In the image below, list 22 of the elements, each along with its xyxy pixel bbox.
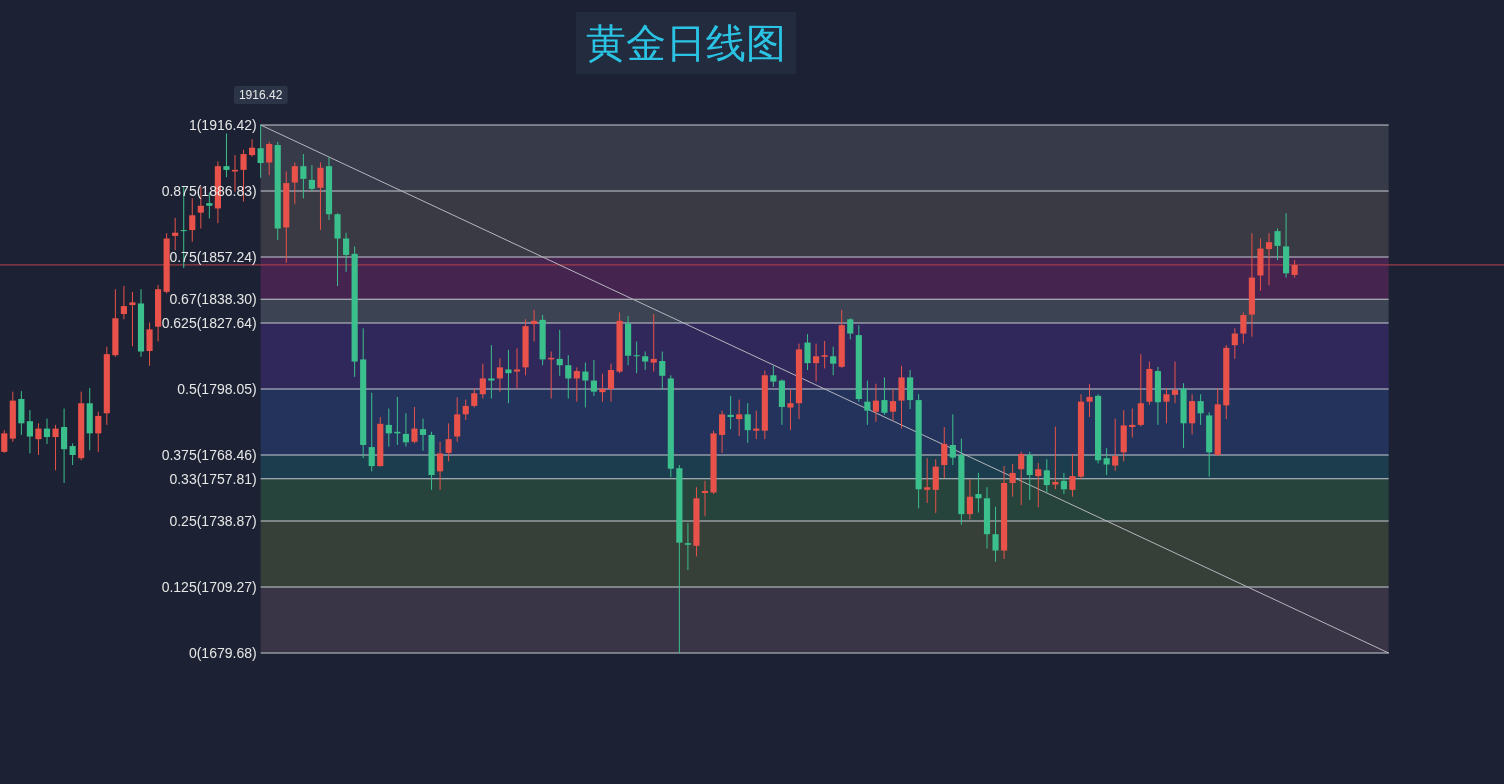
level-price: (1916.42) [196,117,257,133]
level-price: (1798.05) [196,381,257,397]
y-tick-label: 1 [188,117,197,133]
level-price: (1757.81) [196,470,257,487]
level-price: (1738.87) [196,513,257,529]
y-tick-label: 0 [188,645,197,661]
level-price: (1709.27) [196,579,257,595]
y-tick-label: 0.375 [161,447,197,463]
level-price: (1827.64) [196,315,257,331]
level-price: (1838.30) [196,291,257,308]
title: 黄金日线图 [576,12,796,74]
y-tick-label: 0.33 [169,470,197,487]
y-tick-label: 0.67 [169,291,197,308]
chart-title: 黄金日线图 [586,20,786,66]
level-price: (1679.68) [196,645,257,661]
level-price: (1857.24) [196,249,257,265]
y-tick-label: 0.125 [161,579,197,595]
y-tick-label: 0.5 [177,381,197,397]
annotation: 1916.42 [233,86,288,104]
level-price: (1768.46) [196,447,257,463]
y-tick-label: 0.25 [169,513,197,529]
y-tick-label: 0.625 [161,315,197,331]
